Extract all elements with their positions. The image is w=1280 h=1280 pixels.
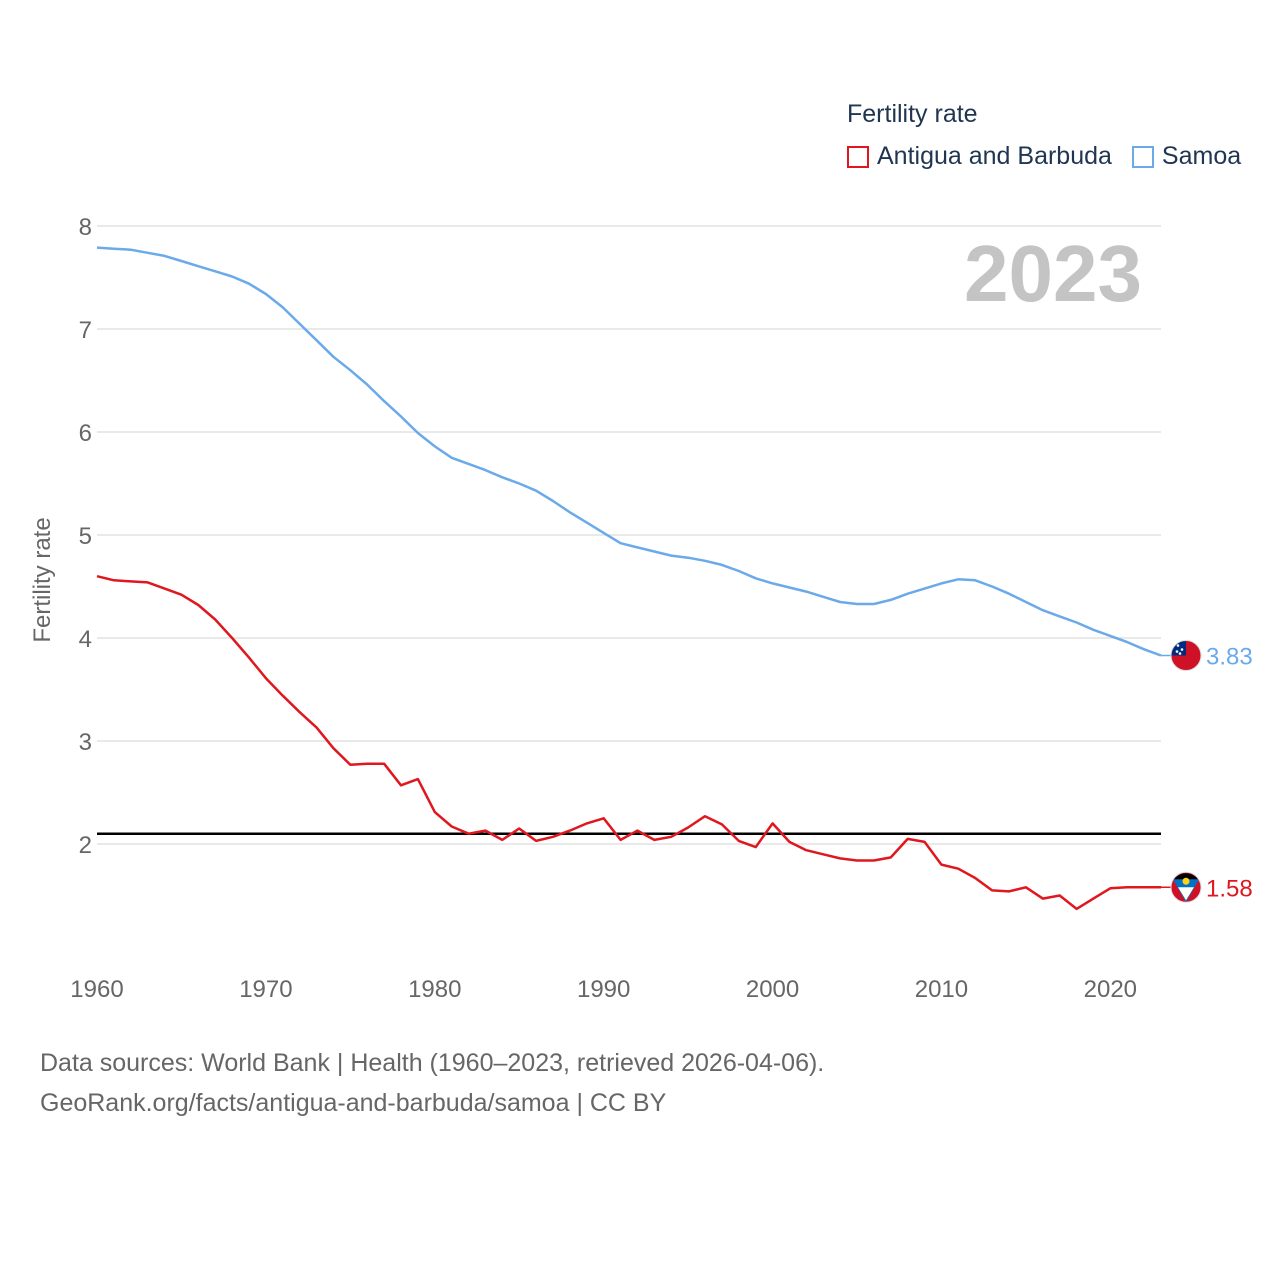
y-axis-ticks: 2 3 4 5 6 7 8 [79,214,92,859]
x-axis-ticks: 1960 1970 1980 1990 2000 2010 2020 [70,976,1137,1003]
footer: Data sources: World Bank | Health (1960–… [40,1043,824,1123]
x-tick-label: 2000 [746,976,799,1003]
y-tick-label: 2 [79,832,92,859]
flag-outline [1170,871,1202,903]
data-source-note: Data sources: World Bank | Health (1960–… [40,1049,825,1077]
legend-label-samoa: Samoa [1161,142,1242,170]
year-label: 2023 [964,229,1142,318]
antigua-flag-white [1178,887,1194,901]
antigua-flag-black [1174,873,1198,880]
flag-star [1175,650,1179,653]
legend: Antigua and Barbuda Samoa [847,142,1261,171]
samoa-flag-canton [1171,640,1186,656]
source-link[interactable]: GeoRank.org/facts/antigua-and-barbuda/sa… [40,1089,667,1117]
x-tick-label: 2020 [1084,976,1137,1003]
series-lines [96,246,1162,911]
grid-lines [97,225,1161,845]
legend-title: Fertility rate [847,100,978,128]
y-tick-label: 8 [79,214,92,241]
series-line-0[interactable] [96,574,1161,911]
x-tick-label: 1960 [70,976,123,1003]
y-tick-label: 6 [79,420,92,447]
y-tick-label: 3 [79,729,92,756]
x-tick-label: 1990 [577,976,630,1003]
flag-outline [1170,640,1202,672]
y-tick-label: 7 [79,317,92,344]
end-value-label: 1.58 [1206,875,1253,902]
x-tick-label: 1970 [239,976,292,1003]
flag-star [1178,652,1182,655]
legend-item-samoa[interactable]: Samoa [1131,142,1242,171]
end-markers: 1.58 3.83 [1161,640,1253,903]
antigua-flag-sun [1182,877,1190,885]
flag-star [1176,644,1180,647]
legend-label-antigua: Antigua and Barbuda [877,142,1112,170]
x-tick-label: 2010 [915,976,968,1003]
y-tick-label: 5 [79,523,92,550]
flag-star [1180,648,1184,651]
end-value-label: 3.83 [1206,644,1253,671]
legend-swatch-samoa [1131,145,1154,168]
x-tick-label: 1980 [408,976,461,1003]
y-axis-label: Fertility rate [29,517,56,642]
y-tick-label: 4 [79,626,92,653]
legend-item-antigua[interactable]: Antigua and Barbuda [847,142,1112,171]
series-line-1[interactable] [96,246,1162,657]
legend-swatch-antigua [847,145,869,168]
